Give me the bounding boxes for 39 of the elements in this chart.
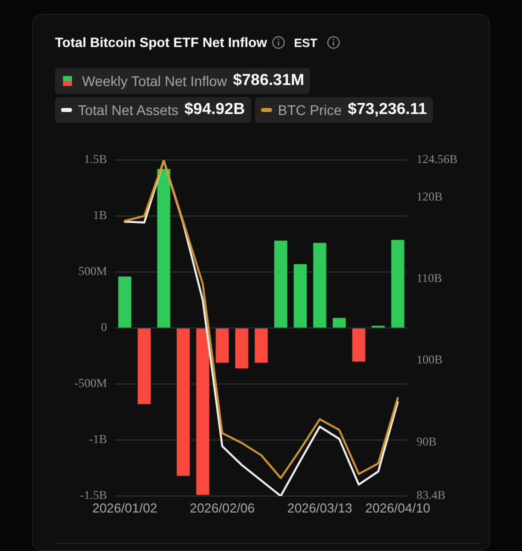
text: $73,236.11: [348, 101, 427, 119]
text: $786.31M: [233, 72, 304, 90]
legend-label: Total Net Assets: [78, 102, 178, 118]
y2-tick-label: 124.56B: [416, 152, 458, 166]
legend-label: BTC Price: [278, 102, 342, 118]
bar: [352, 328, 366, 362]
x-tick-label: 2026/04/10: [365, 500, 430, 516]
chart-subtitle: EST: [294, 36, 318, 50]
y-tick-label: 500M: [78, 264, 108, 278]
y-tick-label: -500M: [74, 376, 108, 390]
y2-tick-label: 110B: [416, 271, 442, 286]
y2-tick-label: 100B: [416, 352, 443, 367]
chart-title: Total Bitcoin Spot ETF Net Inflow: [55, 35, 267, 50]
y-tick-label: 1.5B: [84, 152, 107, 166]
bar: [118, 276, 132, 328]
bar: [391, 240, 404, 328]
bar: [313, 242, 326, 328]
x-tick-label: 2026/03/13: [287, 500, 352, 516]
bar: [196, 328, 210, 495]
legend-label: Weekly Total Net Inflow: [82, 73, 227, 89]
y2-tick-label: 83.4B: [416, 488, 446, 502]
y-tick-label: 0: [101, 320, 107, 334]
bar: [294, 264, 307, 328]
bar: [216, 328, 229, 363]
y-tick-label: 1B: [92, 208, 107, 222]
x-tick-label: 2026/01/02: [92, 500, 158, 516]
y-tick-label: -1.5B: [80, 488, 107, 502]
y2-tick-label: 120B: [416, 189, 443, 204]
bar: [332, 318, 346, 328]
bar: [274, 240, 288, 328]
y-tick-label: -1B: [89, 432, 107, 446]
bar: [138, 328, 151, 404]
text: $94.92B: [184, 101, 245, 119]
bar: [176, 328, 190, 476]
bar: [235, 328, 248, 368]
y2-tick-label: 90B: [416, 434, 437, 448]
x-tick-label: 2026/02/06: [190, 500, 255, 516]
bar: [254, 328, 268, 363]
bar: [157, 168, 170, 328]
